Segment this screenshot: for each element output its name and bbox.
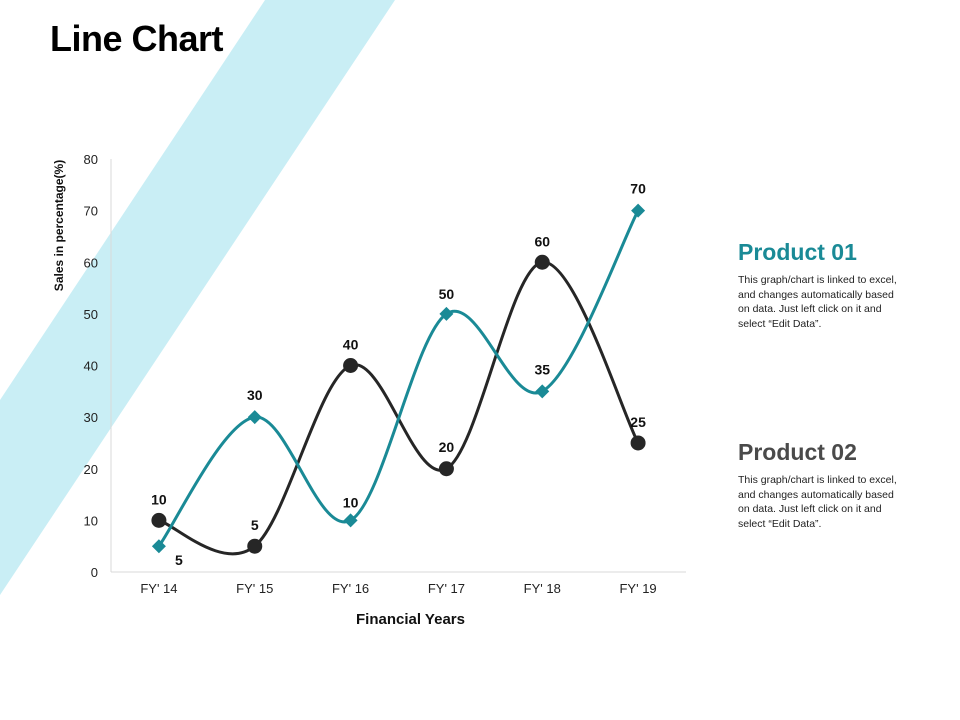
diagonal-accent-band (0, 0, 395, 595)
y-axis-title: Sales in percentage(%) (52, 160, 66, 291)
data-point-product-02 (247, 538, 263, 554)
data-label-product-01: 10 (343, 494, 359, 510)
y-tick-label: 40 (84, 359, 98, 374)
data-label-product-01: 50 (439, 286, 455, 302)
data-label-product-02: 40 (343, 337, 359, 353)
x-tick-label: FY' 18 (524, 581, 561, 596)
legend-product-01: Product 01 This graph/chart is linked to… (738, 239, 898, 331)
page-title: Line Chart (50, 18, 224, 59)
y-tick-label: 80 (84, 152, 98, 167)
data-label-product-01: 70 (630, 181, 646, 197)
data-label-product-01: 35 (534, 361, 550, 377)
y-tick-label: 50 (84, 307, 98, 322)
data-point-product-02 (534, 254, 550, 270)
data-point-product-01 (343, 513, 358, 528)
x-tick-label: FY' 16 (332, 581, 369, 596)
legend-title-product-01: Product 01 (738, 239, 857, 265)
y-tick-label: 20 (84, 462, 98, 477)
data-label-product-02: 60 (534, 233, 550, 249)
x-tick-label: FY' 17 (428, 581, 465, 596)
legend-title-product-02: Product 02 (738, 439, 857, 465)
y-tick-label: 60 (84, 255, 98, 270)
y-tick-label: 0 (91, 565, 98, 580)
data-point-product-01 (535, 384, 550, 399)
data-point-product-01 (151, 539, 166, 554)
x-tick-label: FY' 15 (236, 581, 273, 596)
data-label-product-02: 25 (630, 414, 646, 430)
data-label-product-01: 5 (175, 552, 183, 568)
data-label-product-02: 10 (151, 491, 167, 507)
y-tick-label: 70 (84, 204, 98, 219)
data-point-product-02 (438, 461, 454, 477)
data-point-product-01 (247, 410, 262, 425)
data-point-product-02 (343, 358, 359, 373)
x-axis-title: Financial Years (356, 611, 465, 628)
y-tick-label: 10 (84, 513, 98, 528)
data-label-product-02: 5 (251, 517, 259, 533)
legend-product-02: Product 02 This graph/chart is linked to… (738, 439, 898, 531)
legend-description-product-01: This graph/chart is linked to excel, and… (738, 274, 897, 330)
x-tick-label: FY' 19 (619, 581, 656, 596)
data-point-product-01 (631, 203, 646, 218)
data-point-product-01 (439, 306, 454, 321)
data-point-product-02 (151, 512, 167, 528)
data-label-product-01: 30 (247, 387, 263, 403)
y-tick-label: 30 (84, 410, 98, 425)
x-tick-label: FY' 14 (140, 581, 177, 596)
series-line-product-02 (157, 260, 640, 556)
legend-description-product-02: This graph/chart is linked to excel, and… (738, 474, 897, 530)
data-point-product-02 (630, 435, 646, 451)
data-label-product-02: 20 (439, 439, 455, 455)
series-line-product-01 (157, 209, 640, 548)
